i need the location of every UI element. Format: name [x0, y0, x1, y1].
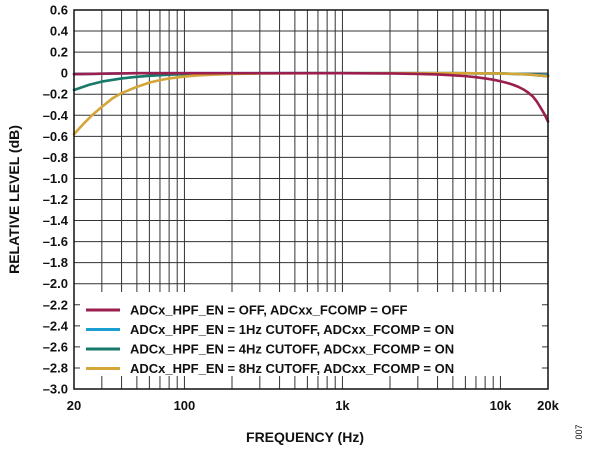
y-tick-label: –2.0 — [43, 276, 68, 291]
y-axis-title: RELATIVE LEVEL (dB) — [6, 125, 22, 274]
y-tick-label: –0.6 — [43, 129, 68, 144]
y-tick-label: –1.6 — [43, 234, 68, 249]
series-line-3 — [72, 71, 550, 92]
y-tick-label: –1.8 — [43, 255, 68, 270]
y-tick-label: –1.2 — [43, 192, 68, 207]
x-tick-label: 100 — [174, 398, 196, 413]
y-tick-label: 0 — [61, 66, 68, 81]
y-tick-label: –0.4 — [43, 108, 69, 123]
series-line-1 — [72, 71, 550, 123]
y-tick-label: 0.2 — [50, 45, 68, 60]
legend-label: ADCx_HPF_EN = 1Hz CUTOFF, ADCxx_FCOMP = … — [130, 322, 454, 337]
y-tick-label: –1.0 — [43, 171, 68, 186]
x-axis-title: FREQUENCY (Hz) — [246, 429, 364, 445]
series-line-4 — [72, 71, 550, 136]
y-tick-label: –1.4 — [43, 213, 69, 228]
y-tick-label: –2.4 — [43, 318, 69, 333]
y-tick-label: 0.6 — [50, 3, 68, 18]
y-tick-label: –3.0 — [43, 382, 68, 397]
x-tick-label: 1k — [335, 398, 350, 413]
series-lines — [72, 71, 550, 136]
x-tick-label: 20k — [537, 398, 559, 413]
y-tick-label: –2.8 — [43, 360, 68, 375]
figure-id-label: 007 — [574, 424, 584, 439]
plot-frame — [73, 9, 549, 390]
y-tick-label: –2.2 — [43, 297, 68, 312]
legend-background — [80, 292, 542, 376]
x-tick-label: 10k — [490, 398, 512, 413]
legend: ADCx_HPF_EN = OFF, ADCxx_FCOMP = OFF ADCx… — [80, 292, 542, 376]
y-tick-label: –0.8 — [43, 150, 68, 165]
tick-labels: 0.6 0.4 0.2 0 –0.2 –0.4 –0.6 –0.8 –1.0 –1.2 –1.4 –1… — [43, 3, 560, 414]
y-tick-label: –2.6 — [43, 339, 68, 354]
legend-label: ADCx_HPF_EN = OFF, ADCxx_FCOMP = OFF — [130, 303, 407, 318]
y-tick-label: –0.2 — [43, 87, 68, 102]
x-tick-label: 20 — [67, 398, 81, 413]
y-tick-label: 0.4 — [50, 24, 69, 39]
legend-label: ADCx_HPF_EN = 4Hz CUTOFF, ADCxx_FCOMP = … — [130, 342, 454, 357]
legend-label: ADCx_HPF_EN = 8Hz CUTOFF, ADCxx_FCOMP = … — [130, 361, 454, 376]
